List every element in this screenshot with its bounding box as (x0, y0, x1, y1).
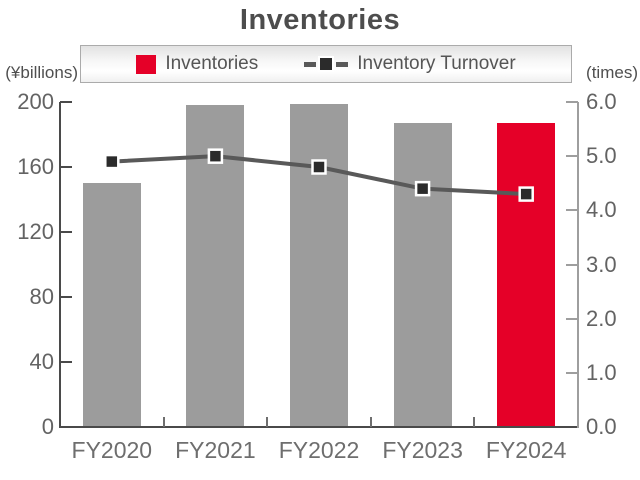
turnover-marker-FY2021 (207, 148, 224, 164)
inventories-bar-FY2023 (393, 123, 452, 427)
left-axis-line (59, 102, 61, 428)
chart-title: Inventories (239, 4, 401, 36)
left-tick-label: 200 (17, 89, 54, 114)
bottom-axis-line (59, 426, 579, 428)
right-tick-label: 3.0 (586, 251, 617, 277)
x-label-FY2020: FY2020 (71, 437, 153, 463)
legend-item-inventories: Inventories (136, 53, 258, 75)
left-tick-label: 80 (29, 284, 54, 309)
x-label-FY2022: FY2022 (278, 437, 360, 463)
x-label-FY2024: FY2024 (485, 437, 567, 463)
turnover-marker-FY2022 (311, 159, 327, 175)
right-tick-label: 4.0 (586, 197, 617, 223)
inventories-bar-FY2020 (82, 183, 141, 427)
x-boundary-tick (266, 417, 269, 427)
right-tick-label: 5.0 (586, 143, 617, 169)
turnover-marker-FY2024 (518, 186, 534, 202)
dash-icon (336, 61, 349, 67)
right-tick (566, 155, 578, 158)
right-tick (566, 209, 578, 212)
inventories-bar-swatch-icon (136, 54, 157, 74)
left-tick-label: 120 (17, 219, 54, 244)
right-axis-unit: (times) (586, 63, 638, 82)
turnover-line-marker-icon (304, 56, 349, 72)
inventories-bar-FY2024 (497, 123, 556, 427)
legend-label-inventories: Inventories (165, 53, 259, 74)
right-tick-label: 2.0 (586, 305, 617, 331)
x-label-FY2023: FY2023 (382, 437, 463, 463)
turnover-marker-FY2023 (414, 180, 431, 197)
legend-item-turnover: Inventory Turnover (304, 53, 516, 75)
right-tick (566, 371, 578, 374)
turnover-line-series (104, 148, 534, 202)
left-tick (60, 296, 72, 298)
left-tick-label: 160 (17, 154, 54, 179)
left-axis-unit: (¥billions) (5, 63, 78, 82)
legend-label-turnover: Inventory Turnover (357, 53, 516, 74)
right-tick (566, 101, 578, 103)
right-tick-label: 1.0 (586, 359, 617, 385)
left-tick (60, 361, 72, 363)
right-tick (566, 263, 578, 266)
inventories-bar-FY2022 (290, 103, 348, 427)
left-tick (60, 101, 72, 103)
left-tick (60, 231, 72, 233)
x-boundary-tick (369, 417, 372, 427)
right-axis-line (577, 102, 579, 428)
right-tick-label: 0.0 (586, 414, 617, 439)
legend: Inventories Inventory Turnover (80, 45, 572, 83)
x-boundary-tick (473, 417, 476, 427)
turnover-marker-FY2020 (104, 153, 120, 170)
x-boundary-tick (162, 417, 165, 427)
right-tick (566, 317, 578, 320)
x-label-FY2021: FY2021 (175, 437, 256, 463)
square-marker-icon (318, 56, 335, 72)
dash-icon (304, 61, 317, 67)
left-tick-label: 40 (29, 349, 54, 374)
right-tick-label: 6.0 (586, 89, 617, 114)
left-tick-label: 0 (41, 414, 54, 439)
left-tick (60, 166, 72, 168)
